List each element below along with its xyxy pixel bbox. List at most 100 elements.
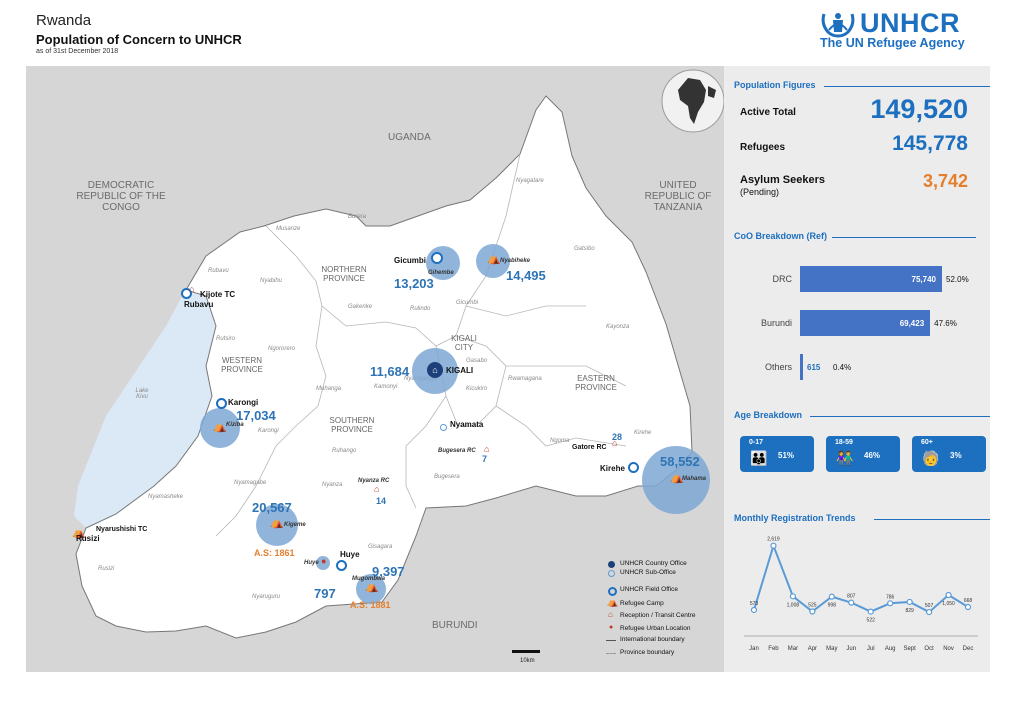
trend-month-label: Sept	[903, 646, 916, 652]
trend-value-label: 998	[828, 603, 837, 609]
coo-value: 75,740	[911, 275, 936, 284]
drc-label: DEMOCRATIC REPUBLIC OF THE CONGO	[76, 180, 166, 213]
kirehe-label: Kirehe	[600, 464, 625, 473]
refugee-camp-icon[interactable]: ⛺	[670, 472, 684, 484]
trend-point	[925, 608, 933, 616]
logo-name: UNHCR	[860, 8, 960, 38]
district-label: Ngoma	[550, 438, 570, 444]
map-title: Population of Concern to UNHCR	[36, 32, 242, 47]
nyabiheke-count: 14,495	[506, 268, 546, 283]
trend-point	[828, 593, 835, 600]
kiziba-bubble[interactable]	[200, 408, 240, 448]
district-label: Rulindo	[410, 306, 431, 312]
urban-legend-icon: ●	[609, 624, 614, 631]
kigeme-bubble[interactable]	[256, 504, 298, 546]
mugombwa-count: 9,397	[372, 564, 405, 579]
transit-centre-icon[interactable]: ⌂	[189, 284, 195, 294]
trend-value-label: 829	[905, 608, 914, 614]
country-office-icon[interactable]: ⌂	[427, 362, 443, 378]
field-office-icon[interactable]	[336, 560, 347, 571]
mugombwa-bubble[interactable]	[356, 574, 386, 604]
sub-office-icon[interactable]	[440, 424, 447, 431]
gatore-label: Gatore RC	[572, 444, 607, 451]
age-range: 18-59	[835, 439, 853, 446]
district-label: Rusizi	[98, 566, 115, 572]
district-label: Nyanza	[322, 482, 343, 488]
people-icon: 🧓	[922, 450, 940, 466]
huye-site-label: Huye	[304, 560, 319, 566]
reception-centre-icon[interactable]: ⌂	[612, 438, 618, 448]
district-label: Rwamagana	[508, 376, 542, 382]
trend-value-label: 1,008	[787, 602, 800, 608]
nyanza-label: Nyanza RC	[358, 478, 390, 484]
refugee-camp-icon[interactable]: ⛺	[213, 421, 227, 433]
trend-point	[750, 606, 758, 614]
gihembe-bubble[interactable]	[426, 246, 460, 280]
trend-point	[789, 593, 797, 600]
legend-province: Province boundary	[620, 649, 675, 656]
coo-bar[interactable]	[800, 310, 931, 336]
lake-kivu	[74, 281, 216, 528]
coo-pct: 52.0%	[946, 275, 969, 284]
coo-value: 615	[807, 363, 821, 372]
district-label: Ngororero	[268, 346, 296, 352]
refugee-camp-icon[interactable]: ⛺	[487, 253, 501, 265]
section-divider	[810, 416, 990, 417]
district-label: Gicumbi	[456, 300, 479, 306]
trends-title: Monthly Registration Trends	[734, 513, 856, 523]
huye-label: Huye	[340, 550, 360, 559]
trend-month-label: Dec	[963, 646, 974, 652]
nyabiheke-bubble[interactable]	[476, 244, 510, 278]
coo-pct: 47.6%	[934, 319, 957, 328]
nyanza-count: 14	[376, 496, 387, 506]
refugee-camp-icon[interactable]: ⛺	[72, 527, 86, 539]
gihembe-count: 13,203	[394, 276, 434, 291]
mahama-bubble[interactable]	[642, 446, 710, 514]
field-office-icon[interactable]	[181, 288, 192, 299]
mahama-count: 58,552	[660, 454, 700, 469]
nyabiheke-label: Nyabiheke	[500, 258, 531, 264]
coo-bar[interactable]	[800, 354, 803, 380]
field-office-icon[interactable]	[431, 252, 443, 264]
coo-title: CoO Breakdown (Ref)	[734, 231, 828, 241]
trend-point	[906, 598, 913, 606]
district-label: Gatsibo	[574, 246, 595, 252]
reception-centre-icon[interactable]: ⌂	[374, 484, 380, 494]
asylum-label: Asylum Seekers	[740, 174, 825, 186]
field-office-icon[interactable]	[628, 462, 639, 473]
trend-value-label: 525	[808, 603, 817, 609]
age-pct: 51%	[778, 451, 795, 460]
population-figures-title: Population Figures	[734, 80, 816, 90]
northern-province-label: NORTHERN PROVINCE	[321, 265, 367, 283]
camp-legend-icon: ⛺	[607, 597, 619, 607]
reception-centre-icon[interactable]: ⌂	[484, 444, 490, 454]
refugee-camp-icon[interactable]: ⛺	[365, 581, 379, 593]
district-label: Nyamagabe	[234, 480, 267, 486]
karongi-label: Karongi	[228, 398, 259, 407]
map-base	[74, 95, 693, 639]
mahama-label: Mahama	[682, 476, 707, 482]
age-range: 60+	[921, 439, 933, 446]
kigali-label: KIGALI	[446, 366, 474, 375]
coo-bar[interactable]	[800, 266, 942, 292]
urban-location-icon[interactable]: ●	[321, 556, 327, 566]
kigeme-label: Kigeme	[284, 522, 306, 528]
trend-month-label: May	[826, 646, 837, 652]
huye-count: 797	[314, 586, 336, 601]
unhcr-logo: UNHCR The UN Refugee Agency	[818, 8, 990, 52]
age-pct: 3%	[950, 451, 962, 460]
refugee-camp-icon[interactable]: ⛺	[270, 517, 284, 529]
gatore-count: 28	[612, 432, 623, 442]
huye-bubble[interactable]	[316, 556, 330, 570]
trend-line	[753, 542, 969, 614]
rwanda-map[interactable]: UGANDA DEMOCRATIC REPUBLIC OF THE CONGO …	[26, 66, 724, 672]
scale-label: 10km	[520, 658, 535, 664]
district-label: Kayonza	[606, 324, 630, 330]
scale-bar	[512, 650, 540, 653]
section-divider	[874, 519, 990, 520]
legend-field-office: UNHCR Field Office	[620, 586, 679, 593]
coo-label: DRC	[772, 274, 793, 284]
field-office-icon[interactable]	[216, 398, 227, 409]
map-legend: UNHCR Country Office UNHCR Sub-Office UN…	[606, 558, 722, 664]
legend-international: International boundary	[620, 636, 685, 643]
